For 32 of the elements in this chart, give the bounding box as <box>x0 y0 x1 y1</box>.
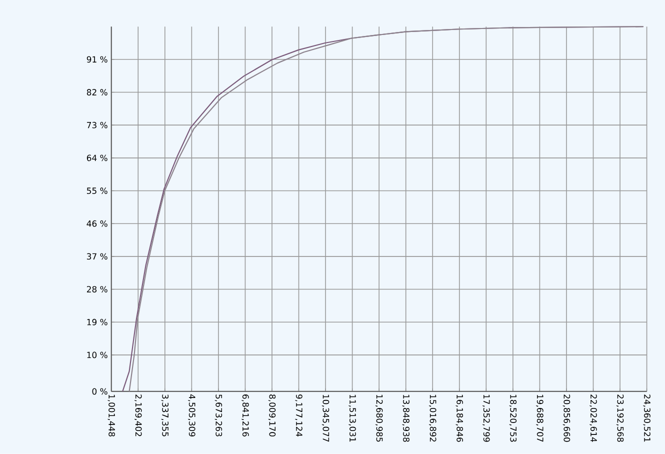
x-tick-label: 24,360,521 <box>643 394 650 442</box>
x-tick-label: 6,841,216 <box>242 394 249 437</box>
x-tick-label: 2,169,402 <box>134 394 142 436</box>
x-tick-label: 22,024,614 <box>590 394 597 442</box>
y-tick-label: 64 % <box>86 154 108 162</box>
x-tick-label: 16,184,846 <box>456 394 464 442</box>
x-tick-label: 11,513,031 <box>348 394 356 442</box>
x-tick-label: 23,192,568 <box>616 394 624 442</box>
x-tick-label: 10,345,077 <box>322 394 330 442</box>
y-tick-label: 55 % <box>87 188 108 194</box>
x-tick-label: 12,680,985 <box>375 394 383 442</box>
y-tick-label: 10 % <box>87 352 108 358</box>
x-tick-label: 13,848,938 <box>402 394 410 442</box>
y-tick-label: 0 % <box>92 388 108 395</box>
x-tick-label: 17,352,799 <box>482 394 490 442</box>
x-tick-label: 5,673,263 <box>214 394 222 436</box>
x-tick-label: 20,856,660 <box>562 394 570 442</box>
x-tick-label: 18,520,753 <box>509 394 517 442</box>
x-tick-label: 1,001,448 <box>108 394 115 436</box>
y-tick-label: 73 % <box>87 122 108 128</box>
x-tick-label: 4,505,309 <box>188 394 196 436</box>
y-tick-label: 28 % <box>86 286 108 293</box>
y-tick-label: 82 % <box>86 89 108 96</box>
x-tick-label: 9,177,124 <box>295 394 302 437</box>
x-tick-label: 15,016,892 <box>428 394 436 442</box>
y-tick-label: 37 % <box>86 253 108 260</box>
x-tick-label: 19,688,707 <box>536 394 544 442</box>
y-tick-label: 46 % <box>86 220 108 227</box>
y-tick-label: 19 % <box>87 318 108 326</box>
x-tick-label: 8,009,170 <box>268 394 276 437</box>
x-tick-label: 3,337,355 <box>161 394 169 436</box>
y-tick-label: 91 % <box>86 56 108 63</box>
